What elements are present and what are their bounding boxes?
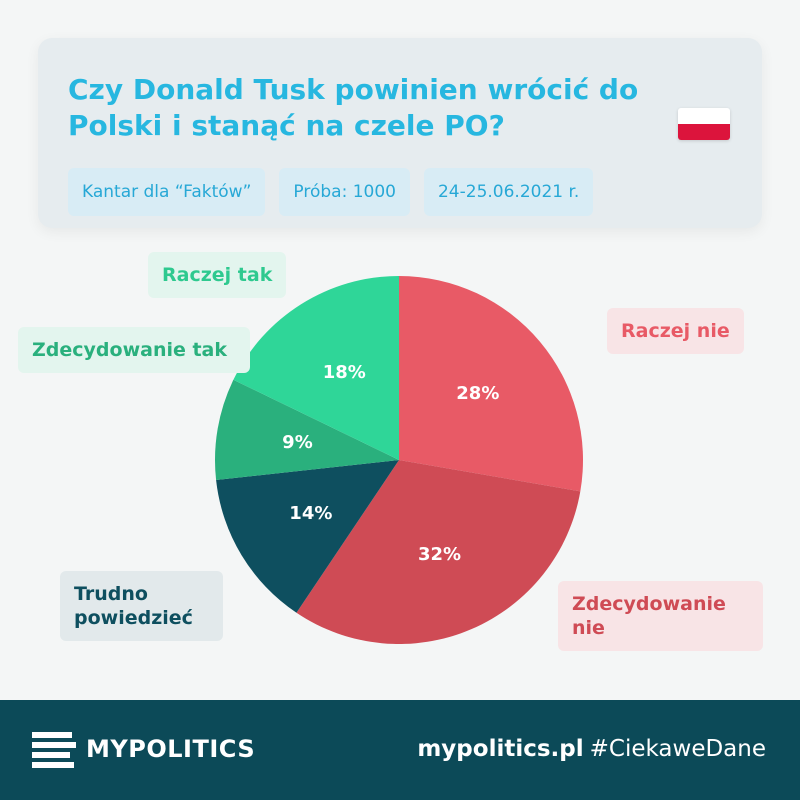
pie-slice-trudno-powiedziec [216, 460, 399, 613]
pie-value-label-raczej-tak: 18% [323, 362, 366, 383]
footer: MYPOLITICS mypolitics.pl #CiekaweDane [0, 700, 800, 800]
pie-slice-raczej-nie [399, 276, 583, 492]
pie-slice-zdecydowanie-nie [296, 460, 581, 645]
pie-value-label-zdecydowanie-tak: 9% [282, 432, 313, 453]
pie-value-label-zdecydowanie-nie: 32% [418, 544, 461, 565]
pie-slice-raczej-tak [233, 276, 399, 460]
legend-raczej-tak: Raczej tak [148, 252, 287, 298]
pie-slice-zdecydowanie-tak [214, 379, 399, 480]
stacked-bars-icon [32, 732, 76, 770]
pie-value-label-trudno-powiedziec: 14% [289, 503, 332, 524]
brand-logo-text: MYPOLITICS [86, 735, 256, 763]
pie-chart: 28% 32% 14% 9% 18% [214, 276, 583, 645]
footer-hashtag: #CiekaweDane [589, 736, 766, 762]
footer-url[interactable]: mypolitics.pl [417, 736, 584, 762]
footer-right: mypolitics.pl #CiekaweDane [417, 733, 766, 765]
meta-row: Kantar dla “Faktów” Próba: 1000 24-25.06… [68, 168, 594, 216]
legend-trudno-powiedziec: Trudno powiedzieć [60, 571, 223, 641]
meta-source: Kantar dla “Faktów” [68, 168, 266, 216]
meta-sample: Próba: 1000 [279, 168, 410, 216]
legend-zdecydowanie-tak: Zdecydowanie tak [18, 327, 250, 373]
legend-zdecydowanie-nie: Zdecydowanie nie [558, 581, 763, 651]
poland-flag-icon [678, 108, 730, 140]
pie-value-label-raczej-nie: 28% [456, 383, 499, 404]
meta-date: 24-25.06.2021 r. [423, 168, 594, 216]
chart-title: Czy Donald Tusk powinien wrócić do Polsk… [68, 73, 639, 142]
legend-raczej-nie: Raczej nie [607, 308, 744, 354]
header-card: Czy Donald Tusk powinien wrócić do Polsk… [38, 38, 762, 228]
